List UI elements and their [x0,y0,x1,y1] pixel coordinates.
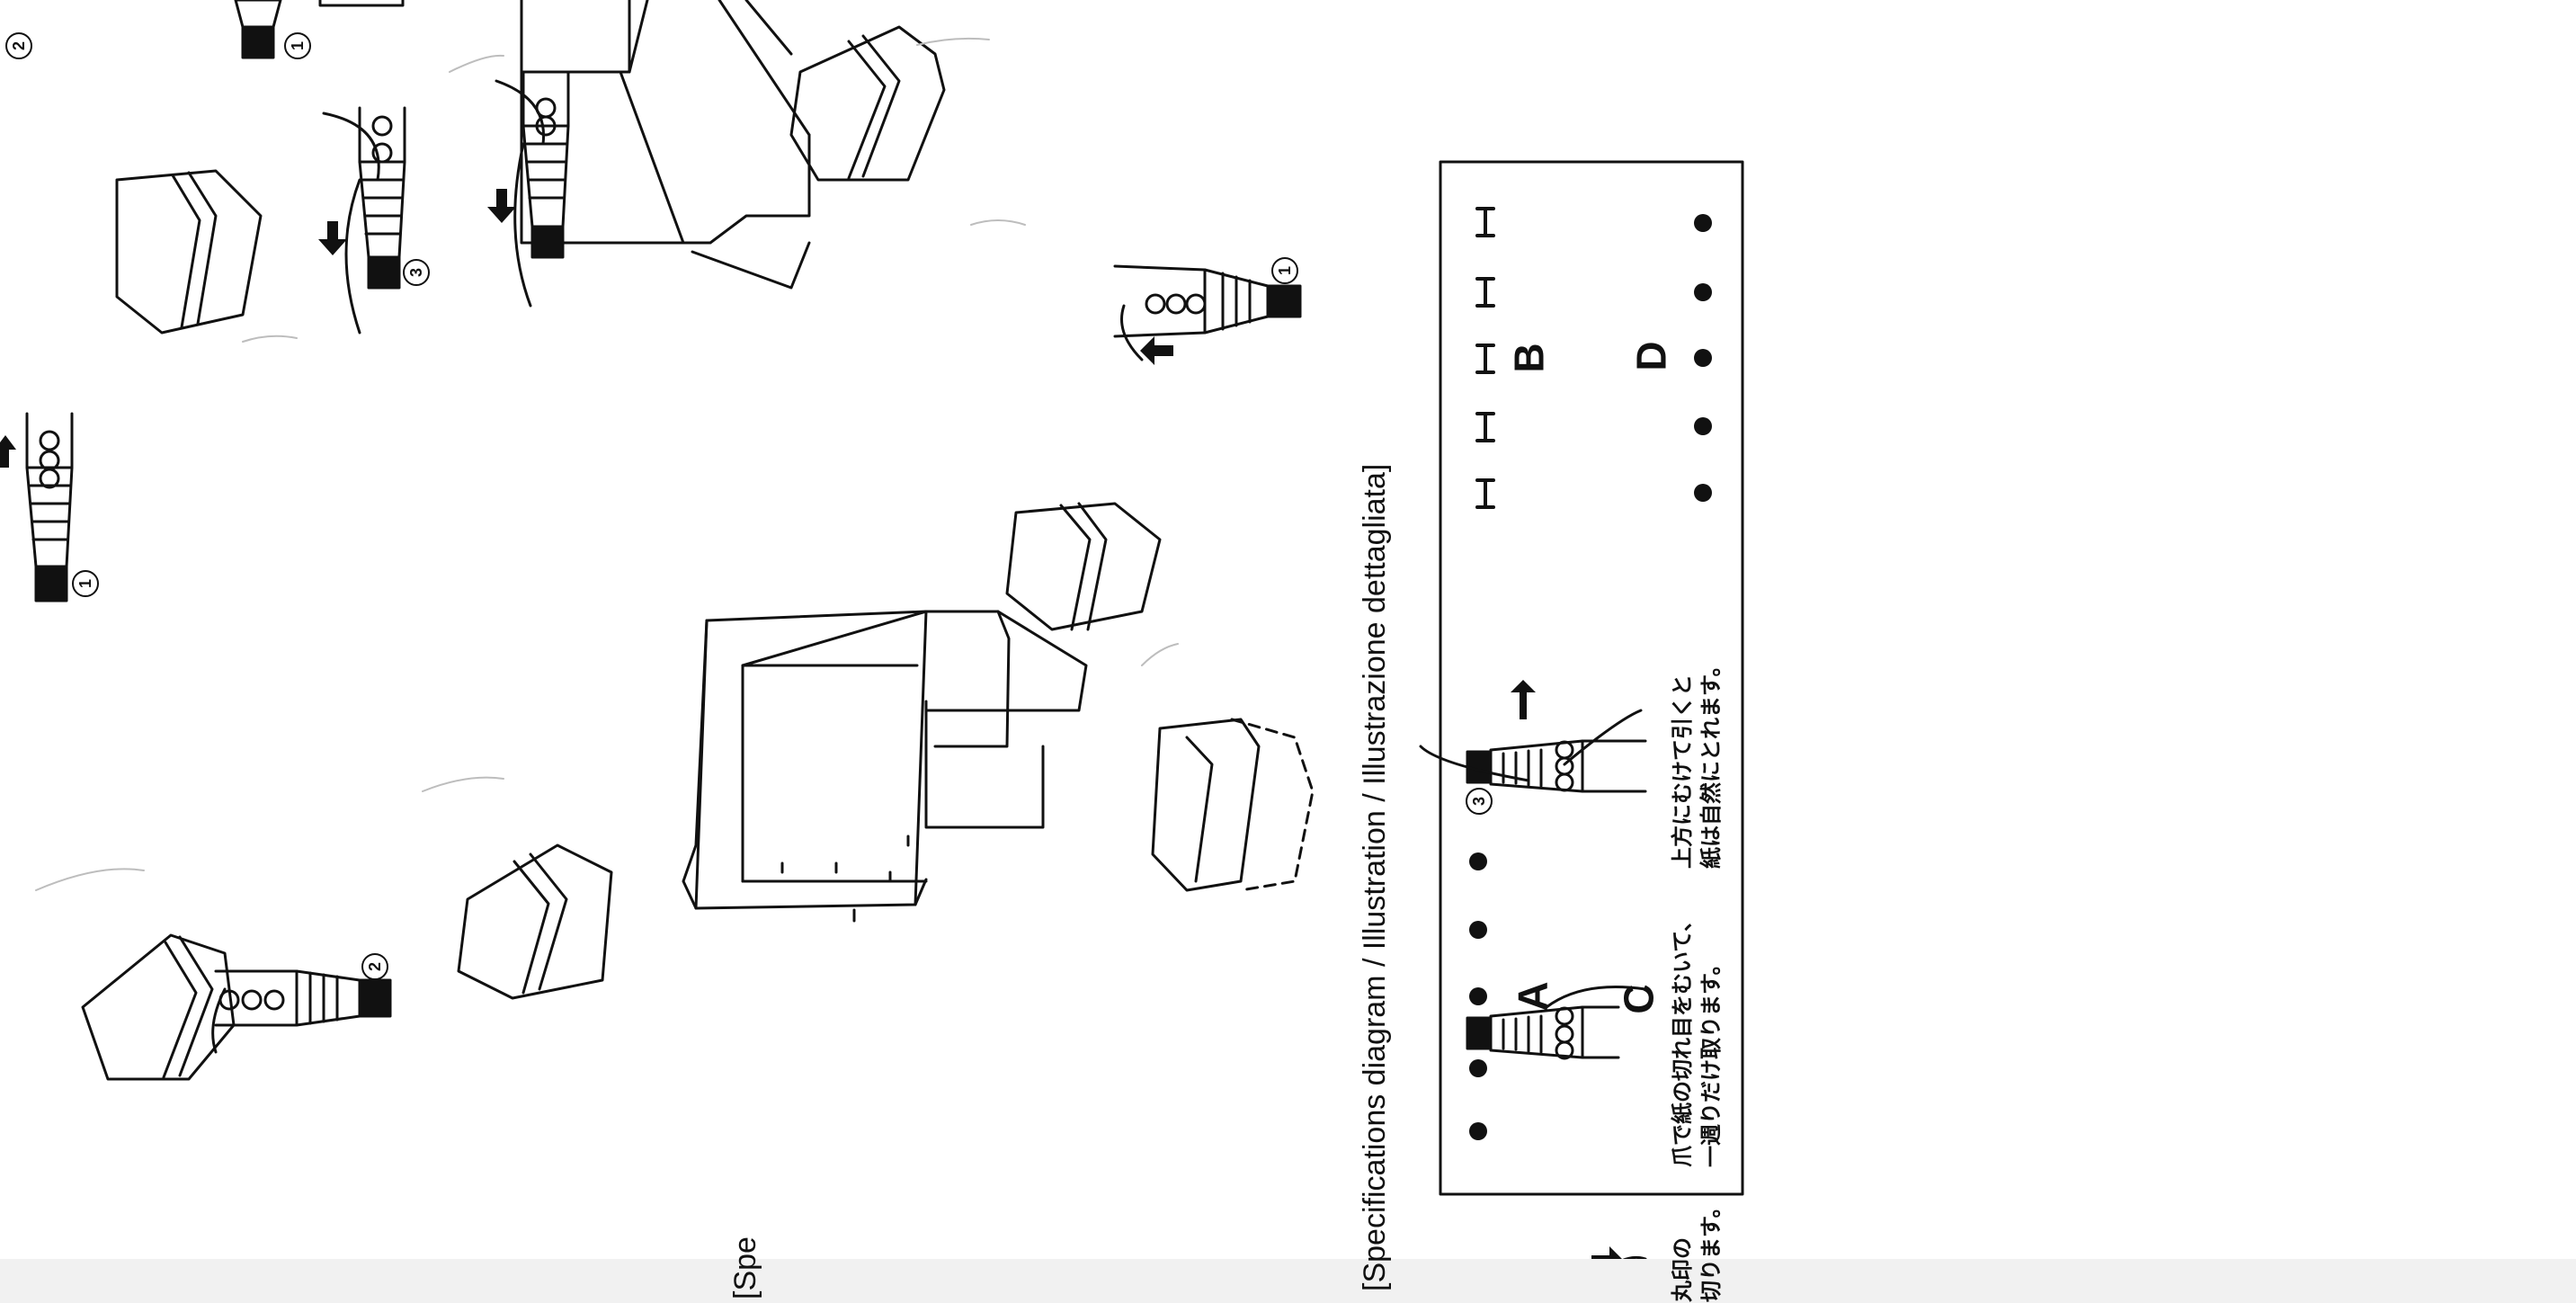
lid-illustration-4 [115,169,263,335]
spec-heading: [Specifications diagram / Illustration /… [1358,463,1392,1291]
lid-illustration-3 [1151,718,1315,892]
jp-instruction-cut: 丸印の 切ります。 [1669,1196,1727,1302]
center-box-illustration [682,610,1088,923]
step-number-3-upper: 3 [403,259,430,286]
spool-illustration-3 [1419,709,1647,793]
jp-instruction-pull-line-2: 紙は自然にとれます。 [1699,655,1725,869]
step-number-3-frame: 3 [1466,788,1493,815]
jp-instruction-pull: 上方にむけて引くと 紙は自然にとれます。 [1669,655,1727,869]
spool-illustration-top [1113,264,1302,361]
step-number-1-left: 1 [72,570,99,597]
bottom-shadow [0,1259,2576,1303]
spool-top-left-stub [234,0,405,59]
spool-upper-left-3 [322,106,406,335]
jp-instruction-pull-line-1: 上方にむけて引くと [1671,674,1695,869]
jp-instruction-cut-line-2: 切ります。 [1699,1196,1725,1302]
lid-illustration-2 [457,843,613,1000]
spec-frame [1439,160,1744,1196]
spool-far-left [25,412,74,602]
arrow-down-icon-2 [487,189,516,223]
row-d-dots [1694,214,1712,502]
arrow-up-icon-2 [0,435,16,468]
arrow-up-icon [1511,680,1536,719]
jp-instruction-peel: 爪で紙の切れ目をむいて、 一週りだけ取ります。 [1669,910,1727,1167]
lid-illustration-1 [1005,502,1162,631]
arrow-down-icon [318,221,347,255]
label-d: D [1627,341,1675,371]
row-b-markers [1475,207,1495,509]
lid-illustration-5 [789,25,946,182]
jp-instruction-peel-line-1: 爪で紙の切れ目をむいて、 [1671,909,1695,1167]
step-number-1-upper: 1 [284,32,311,59]
label-a: A [1509,981,1556,1012]
arrow-left-icon [1140,336,1173,365]
label-b: B [1505,343,1553,373]
row-a-dots [1469,852,1487,1140]
jp-instruction-cut-line-1: 丸印の [1671,1237,1695,1302]
spec-heading-fragment: [Spe [728,1236,762,1299]
jp-instruction-peel-line-2: 一週りだけ取ります。 [1699,953,1725,1167]
lid-with-spool-2 [81,933,392,1081]
spool-illustration-c [1466,986,1647,1060]
paper-scratches [35,37,1179,891]
step-number-1-top: 1 [1271,257,1298,284]
step-number-2-lower: 2 [361,953,388,980]
label-c: C [1615,984,1662,1014]
partial-box-top [520,0,811,290]
step-number-2-corner: 2 [5,32,32,59]
